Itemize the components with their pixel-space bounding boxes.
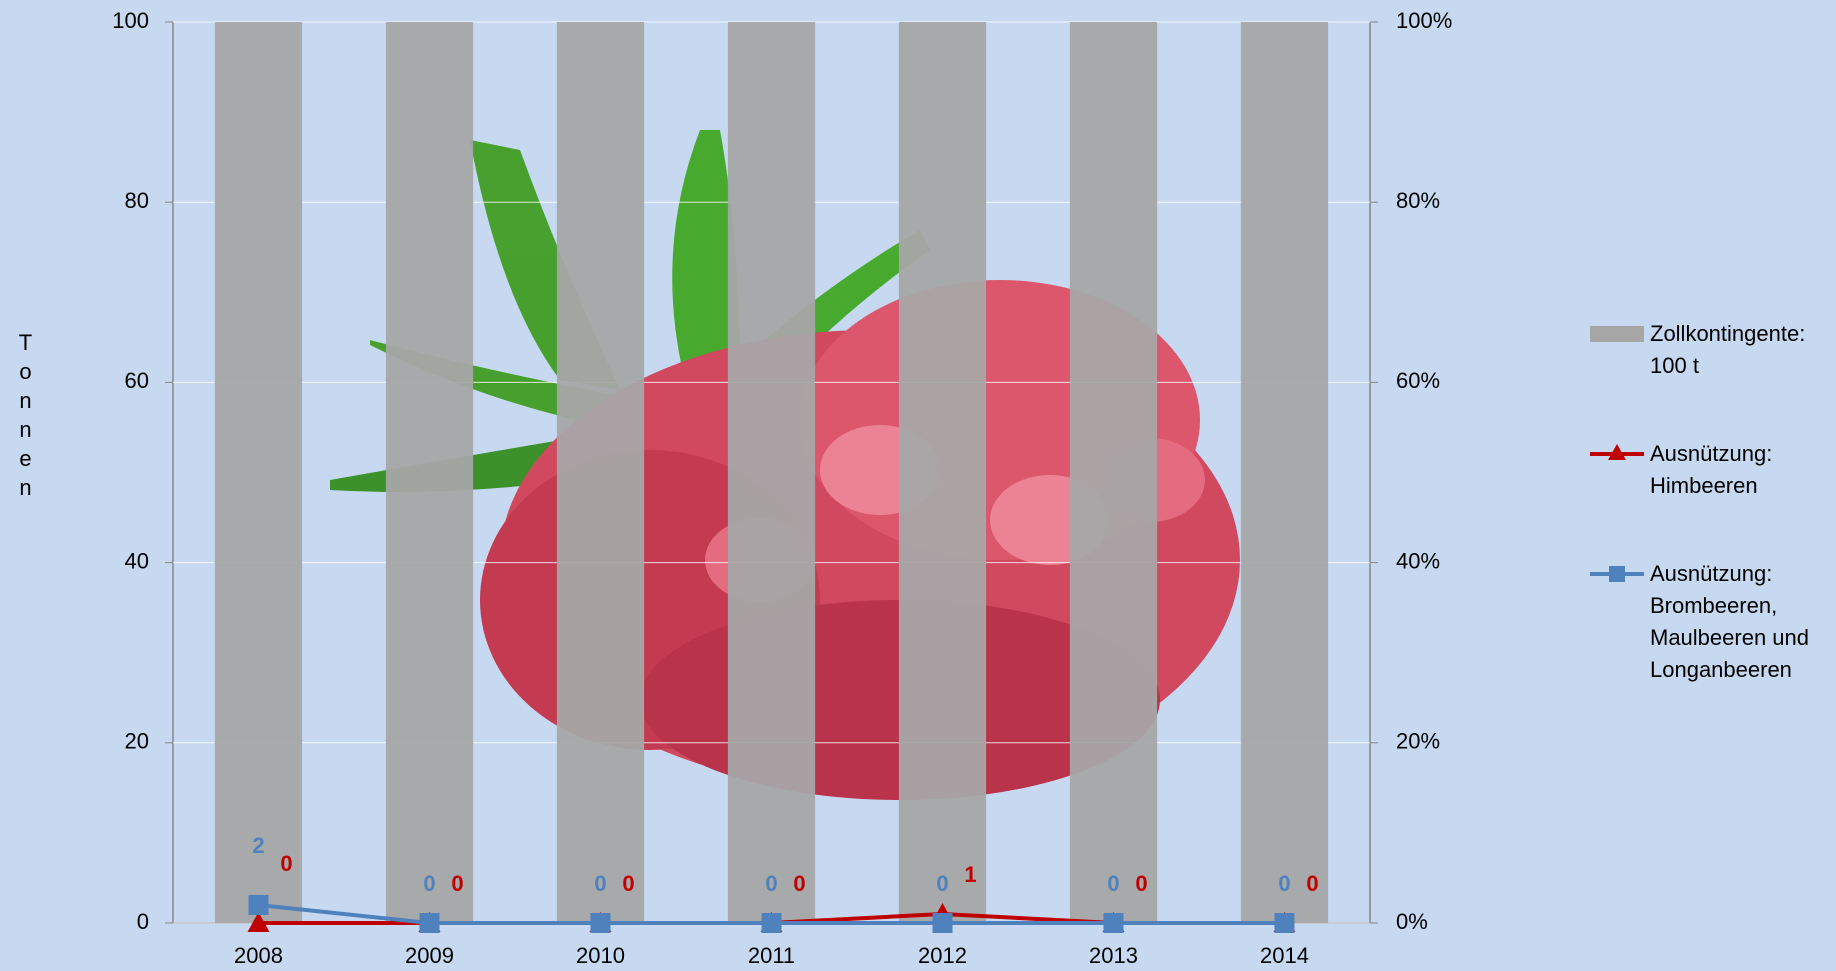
y-axis-label: Tonnen <box>13 330 38 504</box>
legend-icon <box>1590 444 1644 460</box>
data-label: 0 <box>1306 871 1318 896</box>
y2-tick-label: 80% <box>1396 188 1440 213</box>
data-label: 0 <box>1107 871 1119 896</box>
x-tick-label: 2011 <box>748 943 795 968</box>
bar <box>385 22 474 923</box>
bar <box>898 22 987 923</box>
marker <box>932 913 953 933</box>
data-label: 0 <box>423 871 435 896</box>
marker <box>761 913 782 933</box>
data-label: 0 <box>793 871 805 896</box>
legend-label: Zollkontingente: 100 t <box>1650 321 1806 378</box>
bar <box>727 22 816 923</box>
marker <box>419 913 440 933</box>
y-tick-label: 100 <box>112 8 149 33</box>
data-label: 2 <box>252 833 264 858</box>
data-label: 1 <box>964 862 976 887</box>
x-tick-label: 2012 <box>918 943 967 968</box>
y2-tick-label: 20% <box>1396 729 1440 754</box>
bar <box>1240 22 1329 923</box>
x-tick-label: 2008 <box>234 943 283 968</box>
data-label: 0 <box>765 871 777 896</box>
data-label: 0 <box>1135 871 1147 896</box>
marker <box>1103 913 1124 933</box>
legend-icon <box>1590 566 1644 582</box>
data-label: 0 <box>451 871 463 896</box>
legend-entry: Ausnützung: Brombeeren, Maulbeeren und L… <box>1590 558 1836 686</box>
legend-label: Ausnützung: Brombeeren, Maulbeeren und L… <box>1650 561 1810 682</box>
data-label: 0 <box>622 871 634 896</box>
y-tick-label: 0 <box>137 909 149 934</box>
legend-label: Ausnützung: Himbeeren <box>1650 441 1773 498</box>
y-tick-label: 60 <box>125 368 149 393</box>
legend-marker <box>1609 566 1625 582</box>
bar <box>214 22 303 923</box>
legend-marker <box>1608 444 1626 460</box>
y2-tick-label: 60% <box>1396 368 1440 393</box>
x-tick-label: 2013 <box>1089 943 1138 968</box>
marker <box>248 894 269 915</box>
legend: Zollkontingente: 100 t Ausnützung: Himbee… <box>1590 318 1836 742</box>
marker <box>247 912 270 932</box>
bar <box>1069 22 1158 923</box>
data-label: 0 <box>594 871 606 896</box>
data-label: 0 <box>280 851 292 876</box>
x-tick-label: 2009 <box>405 943 454 968</box>
y-tick-label: 40 <box>125 548 149 573</box>
legend-entry: Zollkontingente: 100 t <box>1590 318 1836 382</box>
legend-entry: Ausnützung: Himbeeren <box>1590 438 1836 502</box>
data-label: 0 <box>936 871 948 896</box>
y2-tick-label: 100% <box>1396 8 1452 33</box>
x-tick-label: 2010 <box>576 943 625 968</box>
y-tick-label: 20 <box>125 729 149 754</box>
x-tick-label: 2014 <box>1260 943 1309 968</box>
y-tick-label: 80 <box>125 188 149 213</box>
legend-swatch <box>1590 326 1644 342</box>
y2-tick-label: 0% <box>1396 909 1428 934</box>
marker <box>1274 913 1295 933</box>
bar <box>556 22 645 923</box>
data-label: 0 <box>1278 871 1290 896</box>
legend-icon <box>1590 326 1644 342</box>
y2-tick-label: 40% <box>1396 548 1440 573</box>
marker <box>590 913 611 933</box>
